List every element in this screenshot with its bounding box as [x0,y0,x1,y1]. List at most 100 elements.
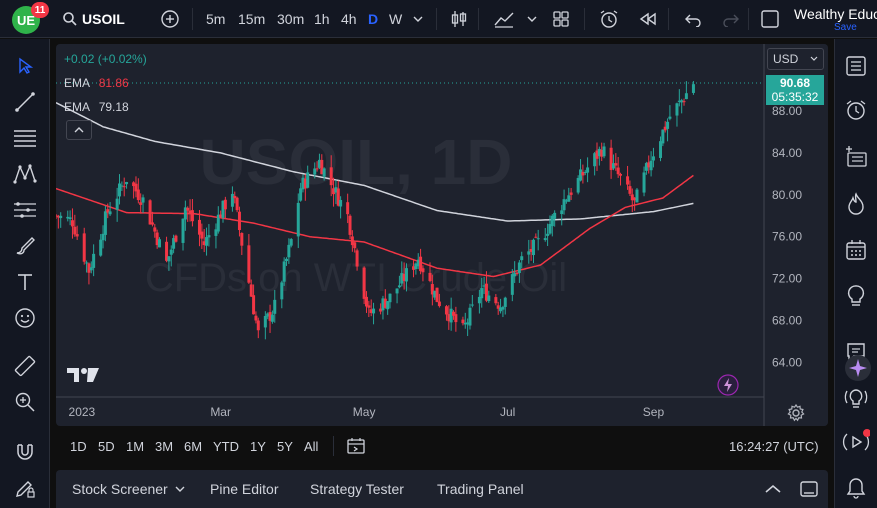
magnet-tool[interactable] [10,437,40,467]
candle-body [249,284,253,297]
timeframe-1h[interactable]: 1h [314,11,330,27]
timeframe-5m[interactable]: 5m [206,11,226,27]
candle-body [609,147,613,170]
candle-body [602,146,606,157]
alert-button[interactable] [598,0,620,38]
currency-selector[interactable]: USD [767,48,824,70]
price-tick-label: 68.00 [772,314,802,328]
measure-tool[interactable] [10,351,40,381]
price-tick-label: 80.00 [772,188,802,202]
range-1y[interactable]: 1Y [250,438,266,454]
ema-legend-fast[interactable]: EMA 81.86 [64,76,129,90]
redo-button[interactable] [722,0,740,38]
timeframe-15m[interactable]: 15m [238,11,266,27]
goto-date-button[interactable] [346,428,366,464]
trendline-tool[interactable] [10,87,40,117]
lock-drawings-tool[interactable] [10,473,40,503]
symbol-search[interactable]: USOIL [62,0,125,38]
indicators-dropdown[interactable] [526,0,538,38]
candle-body [543,238,547,241]
panel-collapse-button[interactable] [764,470,782,508]
plus-circle-icon [161,10,179,28]
candle-body [583,172,587,174]
replay-button[interactable] [638,0,658,38]
data-window-button[interactable] [841,141,871,171]
candle-body [186,207,190,211]
tab-trading-panel[interactable]: Trading Panel [437,481,524,497]
layout-button[interactable] [552,0,570,38]
fullscreen-button[interactable] [760,0,780,38]
panel-maximize-button[interactable] [800,470,818,508]
candle-body [461,319,465,324]
candle-body [404,268,408,282]
forecast-tool[interactable] [10,195,40,225]
candle-body [87,263,91,273]
timeframe-d[interactable]: D [368,11,379,27]
range-5y[interactable]: 5Y [277,438,293,454]
brush-tool[interactable] [10,231,40,261]
candle-body [630,194,634,201]
candle-body [364,296,368,307]
emoji-tool[interactable] [10,303,40,333]
timeframe-4h[interactable]: 4h [341,11,357,27]
range-6m[interactable]: 6M [184,438,203,454]
watermark-symbol: USOIL, 1D [200,126,513,198]
candle-body [433,290,437,298]
signals-button[interactable] [841,383,871,413]
chart-settings-button[interactable] [787,403,805,426]
candle-body [153,227,157,232]
chart-type-button[interactable] [449,0,469,38]
time-tick-label: Mar [210,405,231,419]
watchlist-button[interactable] [841,51,871,81]
zoom-tool[interactable] [10,387,40,417]
fib-tool[interactable] [10,123,40,153]
tab-pine-editor[interactable]: Pine Editor [210,481,279,497]
compare-button[interactable] [160,0,180,38]
undo-button[interactable] [684,0,702,38]
tv-logo-icon [67,368,99,382]
ema-legend-slow[interactable]: EMA 79.18 [64,100,129,114]
calendar-button[interactable] [841,235,871,265]
indicators-button[interactable] [493,0,515,38]
layout-name[interactable]: Wealthy Educ [794,6,877,22]
range-1m[interactable]: 1M [126,438,145,454]
hotlists-button[interactable] [841,189,871,219]
tab-strategy-tester[interactable]: Strategy Tester [310,481,404,497]
smiley-icon [15,308,35,328]
range-all[interactable]: All [304,438,319,454]
candle-body [207,235,211,238]
cursor-tool[interactable] [10,51,40,81]
ideas-button[interactable] [841,281,871,311]
range-5d[interactable]: 5D [98,438,115,454]
candle-body [89,267,93,271]
notifications-button[interactable] [841,473,871,503]
timeframe-dropdown[interactable] [412,0,424,38]
text-tool[interactable] [10,267,40,297]
range-1d[interactable]: 1D [70,438,87,454]
tab-stock-screener[interactable]: Stock Screener [72,481,168,497]
candle-body [82,233,86,262]
candle-body [346,202,350,215]
candle-body [174,235,178,242]
timeframe-30m[interactable]: 30m [277,11,305,27]
time-tick-label: Sep [643,405,665,419]
stock-screener-dropdown[interactable] [174,470,186,508]
legend-collapse-button[interactable] [66,120,92,140]
streams-button[interactable] [841,427,871,457]
chart-panel[interactable]: USOIL, 1D CFDs on WTI Crude Oil 88.00 84.0… [56,44,828,426]
timeframe-w[interactable]: W [389,11,403,27]
pattern-tool[interactable] [10,159,40,189]
candle-body [183,207,187,220]
alerts-button[interactable] [841,95,871,125]
candle-body [221,200,225,218]
lightning-button[interactable] [717,374,739,401]
range-ytd[interactable]: YTD [213,438,239,454]
candle-body [263,315,267,328]
range-3m[interactable]: 3M [155,438,174,454]
save-link[interactable]: Save [834,22,857,33]
ai-assistant-button[interactable] [843,353,873,383]
utc-clock[interactable]: 16:24:27 (UTC) [729,438,819,454]
candlestick-icon [451,11,467,27]
ema-value: 81.86 [98,76,129,90]
